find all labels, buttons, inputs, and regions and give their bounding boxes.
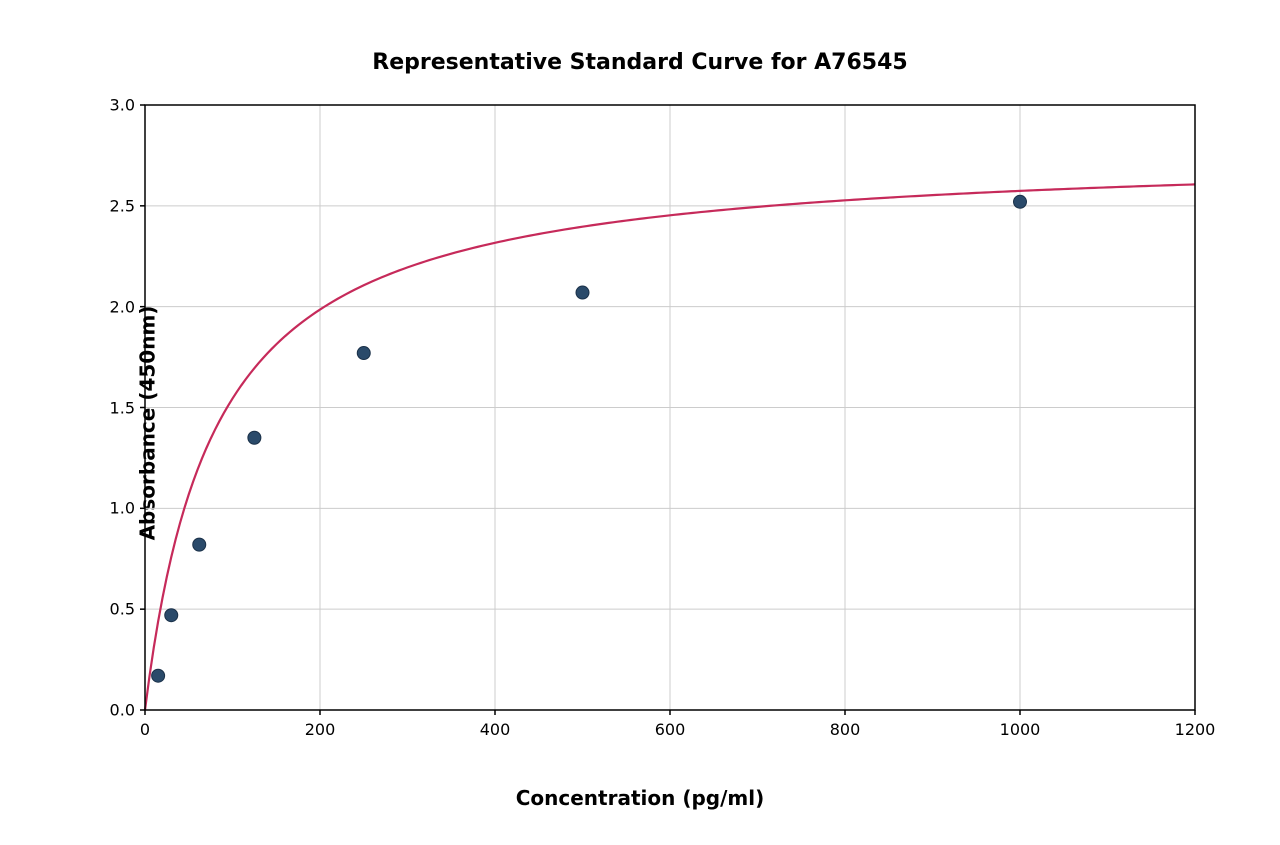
x-tick-label: 800 (830, 720, 861, 739)
y-tick-label: 1.5 (100, 398, 135, 417)
y-tick-label: 1.0 (100, 499, 135, 518)
x-tick-label: 400 (480, 720, 511, 739)
x-axis-label: Concentration (pg/ml) (0, 786, 1280, 810)
x-tick-label: 1200 (1175, 720, 1216, 739)
figure: Representative Standard Curve for A76545… (0, 0, 1280, 845)
x-tick-label: 1000 (1000, 720, 1041, 739)
x-tick-label: 600 (655, 720, 686, 739)
data-point (576, 286, 589, 299)
data-point (357, 347, 370, 360)
data-point (152, 669, 165, 682)
plot-area (145, 105, 1195, 710)
data-point (248, 431, 261, 444)
chart-title: Representative Standard Curve for A76545 (0, 50, 1280, 75)
y-tick-label: 0.0 (100, 701, 135, 720)
y-tick-label: 0.5 (100, 600, 135, 619)
y-tick-label: 2.0 (100, 297, 135, 316)
data-point (1014, 195, 1027, 208)
data-point (165, 609, 178, 622)
x-tick-label: 0 (140, 720, 150, 739)
y-tick-label: 3.0 (100, 96, 135, 115)
y-tick-label: 2.5 (100, 196, 135, 215)
x-tick-label: 200 (305, 720, 336, 739)
data-point (193, 538, 206, 551)
